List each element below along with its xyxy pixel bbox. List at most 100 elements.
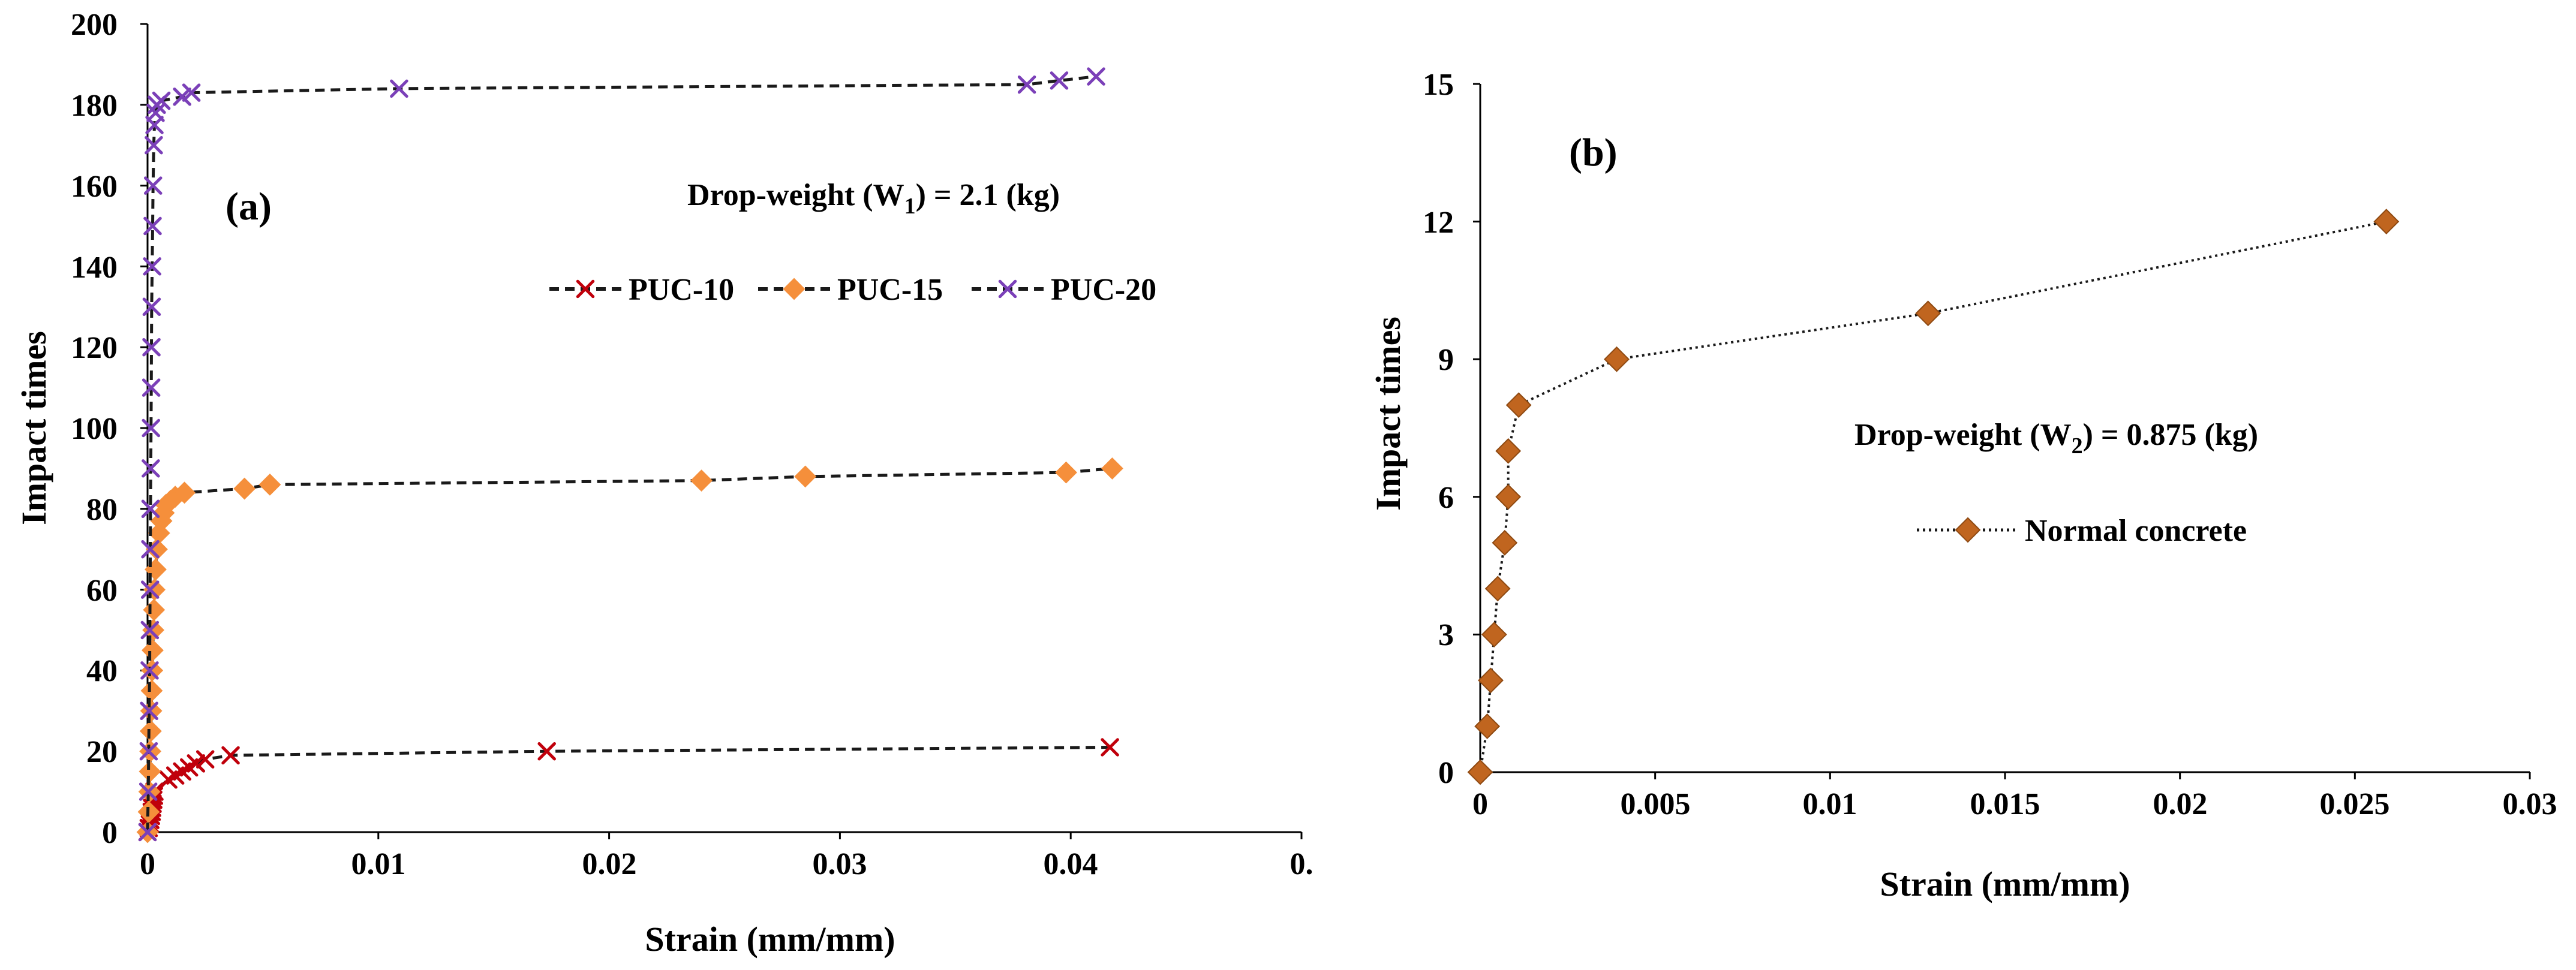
legend-symbol-puc-10 xyxy=(576,279,595,299)
annotation-suffix: ) = 0.875 (kg) xyxy=(2083,418,2259,452)
data-point-puc-20-stroke xyxy=(141,499,160,519)
data-point-puc-20-stroke xyxy=(152,91,171,110)
chart-b-x-tick-label: 0.015 xyxy=(1970,787,2040,821)
chart-b-ticks xyxy=(1473,83,2531,779)
data-point-normal-concrete xyxy=(1495,484,1522,510)
data-point-normal-concrete xyxy=(2373,209,2400,235)
data-point-puc-20-stroke xyxy=(140,661,159,680)
chart-a-gridlines xyxy=(140,23,1303,839)
data-point-puc-20 xyxy=(143,257,161,276)
chart-a-legend: PUC-10 PUC-15 PUC-20 xyxy=(549,273,1156,307)
data-point-puc-15 xyxy=(173,481,196,504)
series-line-puc-10 xyxy=(146,746,1110,833)
chart-a-y-tick-label: 0 xyxy=(102,816,118,850)
data-point-puc-10 xyxy=(221,746,240,765)
data-point-normal-concrete xyxy=(1505,392,1532,418)
data-point-puc-20-stroke xyxy=(1087,67,1105,86)
legend-marker-puc-15 xyxy=(783,278,805,300)
data-point-puc-20-stroke xyxy=(182,83,201,102)
data-point-puc-20-stroke xyxy=(141,540,160,559)
series-normal-concrete xyxy=(1467,209,2400,785)
series-puc-10 xyxy=(138,738,1119,842)
chart-b-y-tick-labels: 0 3 6 9 12 15 xyxy=(1423,68,1454,790)
chart-a-y-tick-label: 120 xyxy=(71,331,118,365)
data-point-puc-20 xyxy=(142,378,161,397)
annotation-subscript: 1 xyxy=(904,194,916,219)
data-point-puc-10-stroke xyxy=(196,750,215,769)
legend-label-puc-20: PUC-20 xyxy=(1051,273,1156,307)
data-point-puc-15 xyxy=(140,679,163,702)
chart-a-y-tick-label: 100 xyxy=(71,412,118,446)
legend-entry-puc-20: PUC-20 xyxy=(972,273,1156,307)
annotation-prefix: Drop-weight (W xyxy=(1854,418,2072,452)
data-point-puc-15 xyxy=(1101,457,1123,480)
data-point-puc-20 xyxy=(142,459,160,478)
annotation-prefix: Drop-weight (W xyxy=(687,178,904,212)
data-point-puc-20-stroke xyxy=(139,782,158,801)
data-point-puc-20-stroke xyxy=(142,459,160,478)
annotation-subscript: 2 xyxy=(2072,433,2083,459)
chart-b-x-tick-label: 0.03 xyxy=(2503,787,2557,821)
legend-label-normal-concrete: Normal concrete xyxy=(2025,514,2247,548)
chart-b-drop-weight-annotation: Drop-weight (W2) = 0.875 (kg) xyxy=(1854,418,2258,459)
data-point-puc-20-stroke xyxy=(142,378,161,397)
chart-a-x-tick-label: 0.02 xyxy=(582,847,637,881)
data-point-puc-10-stroke xyxy=(1101,738,1119,757)
data-point-puc-20-stroke xyxy=(143,216,162,236)
data-point-puc-20 xyxy=(140,620,160,640)
data-point-puc-20-stroke xyxy=(1050,71,1069,90)
series-line-puc-15 xyxy=(146,466,1113,833)
chart-a-x-axis-title: Strain (mm/mm) xyxy=(645,920,895,959)
legend-entry-puc-15: PUC-15 xyxy=(758,273,943,307)
data-point-puc-20 xyxy=(141,499,160,519)
chart-a-y-tick-label: 180 xyxy=(71,89,118,123)
data-point-puc-20 xyxy=(182,83,201,102)
chart-a-y-tick-label: 140 xyxy=(71,251,118,285)
data-point-puc-20-stroke xyxy=(139,742,158,761)
data-point-puc-15 xyxy=(233,477,256,500)
chart-a-y-tick-label: 60 xyxy=(86,574,118,608)
annotation-suffix: ) = 2.1 (kg) xyxy=(916,178,1060,212)
data-point-puc-20-stroke xyxy=(142,418,161,438)
legend-label-puc-15: PUC-15 xyxy=(837,273,943,307)
data-point-puc-20 xyxy=(1087,67,1105,86)
data-point-puc-20 xyxy=(173,88,191,106)
data-point-puc-20-stroke xyxy=(1017,75,1036,94)
data-point-puc-20 xyxy=(390,79,408,98)
series-puc-20 xyxy=(138,67,1105,842)
data-point-puc-15 xyxy=(145,558,167,581)
data-point-puc-10 xyxy=(187,754,206,773)
chart-b-x-tick-label: 0.005 xyxy=(1621,787,1691,821)
data-point-puc-20 xyxy=(138,823,157,842)
data-point-puc-15 xyxy=(141,659,164,682)
data-point-puc-20-stroke xyxy=(140,580,160,599)
chart-a-x-tick-label: 0.03 xyxy=(813,847,867,881)
data-point-puc-10 xyxy=(1101,738,1119,757)
data-point-normal-concrete xyxy=(1474,713,1501,739)
chart-a: 0 20 40 60 80 100 120 140 160 180 200 0 … xyxy=(14,8,1313,959)
data-point-puc-20-stroke xyxy=(143,257,161,276)
legend-symbol-puc-15 xyxy=(783,278,805,300)
chart-a-y-tick-label: 20 xyxy=(86,735,118,769)
legend-marker-puc-10 xyxy=(576,279,595,299)
series-line-normal-concrete xyxy=(1479,220,2387,773)
data-point-puc-20-stroke xyxy=(390,79,408,98)
chart-b-y-tick-label: 9 xyxy=(1438,343,1454,377)
data-point-puc-15 xyxy=(794,465,817,488)
data-point-puc-20-stroke xyxy=(143,176,163,195)
data-point-normal-concrete xyxy=(1484,576,1511,602)
data-point-puc-20 xyxy=(143,176,163,195)
legend-symbol-normal-concrete xyxy=(1955,517,1981,543)
data-point-puc-15 xyxy=(143,598,166,621)
legend-label-puc-10: PUC-10 xyxy=(629,273,734,307)
chart-b-legend: Normal concrete xyxy=(1917,514,2247,548)
data-point-puc-20-stroke xyxy=(173,88,191,106)
legend-symbol-puc-20 xyxy=(998,279,1017,299)
data-point-puc-20-stroke xyxy=(145,116,164,134)
data-point-puc-20 xyxy=(142,338,161,357)
data-point-puc-20 xyxy=(142,297,161,317)
data-point-puc-20 xyxy=(145,135,163,155)
data-point-puc-20 xyxy=(143,216,162,236)
legend-marker-puc-20 xyxy=(998,279,1017,299)
